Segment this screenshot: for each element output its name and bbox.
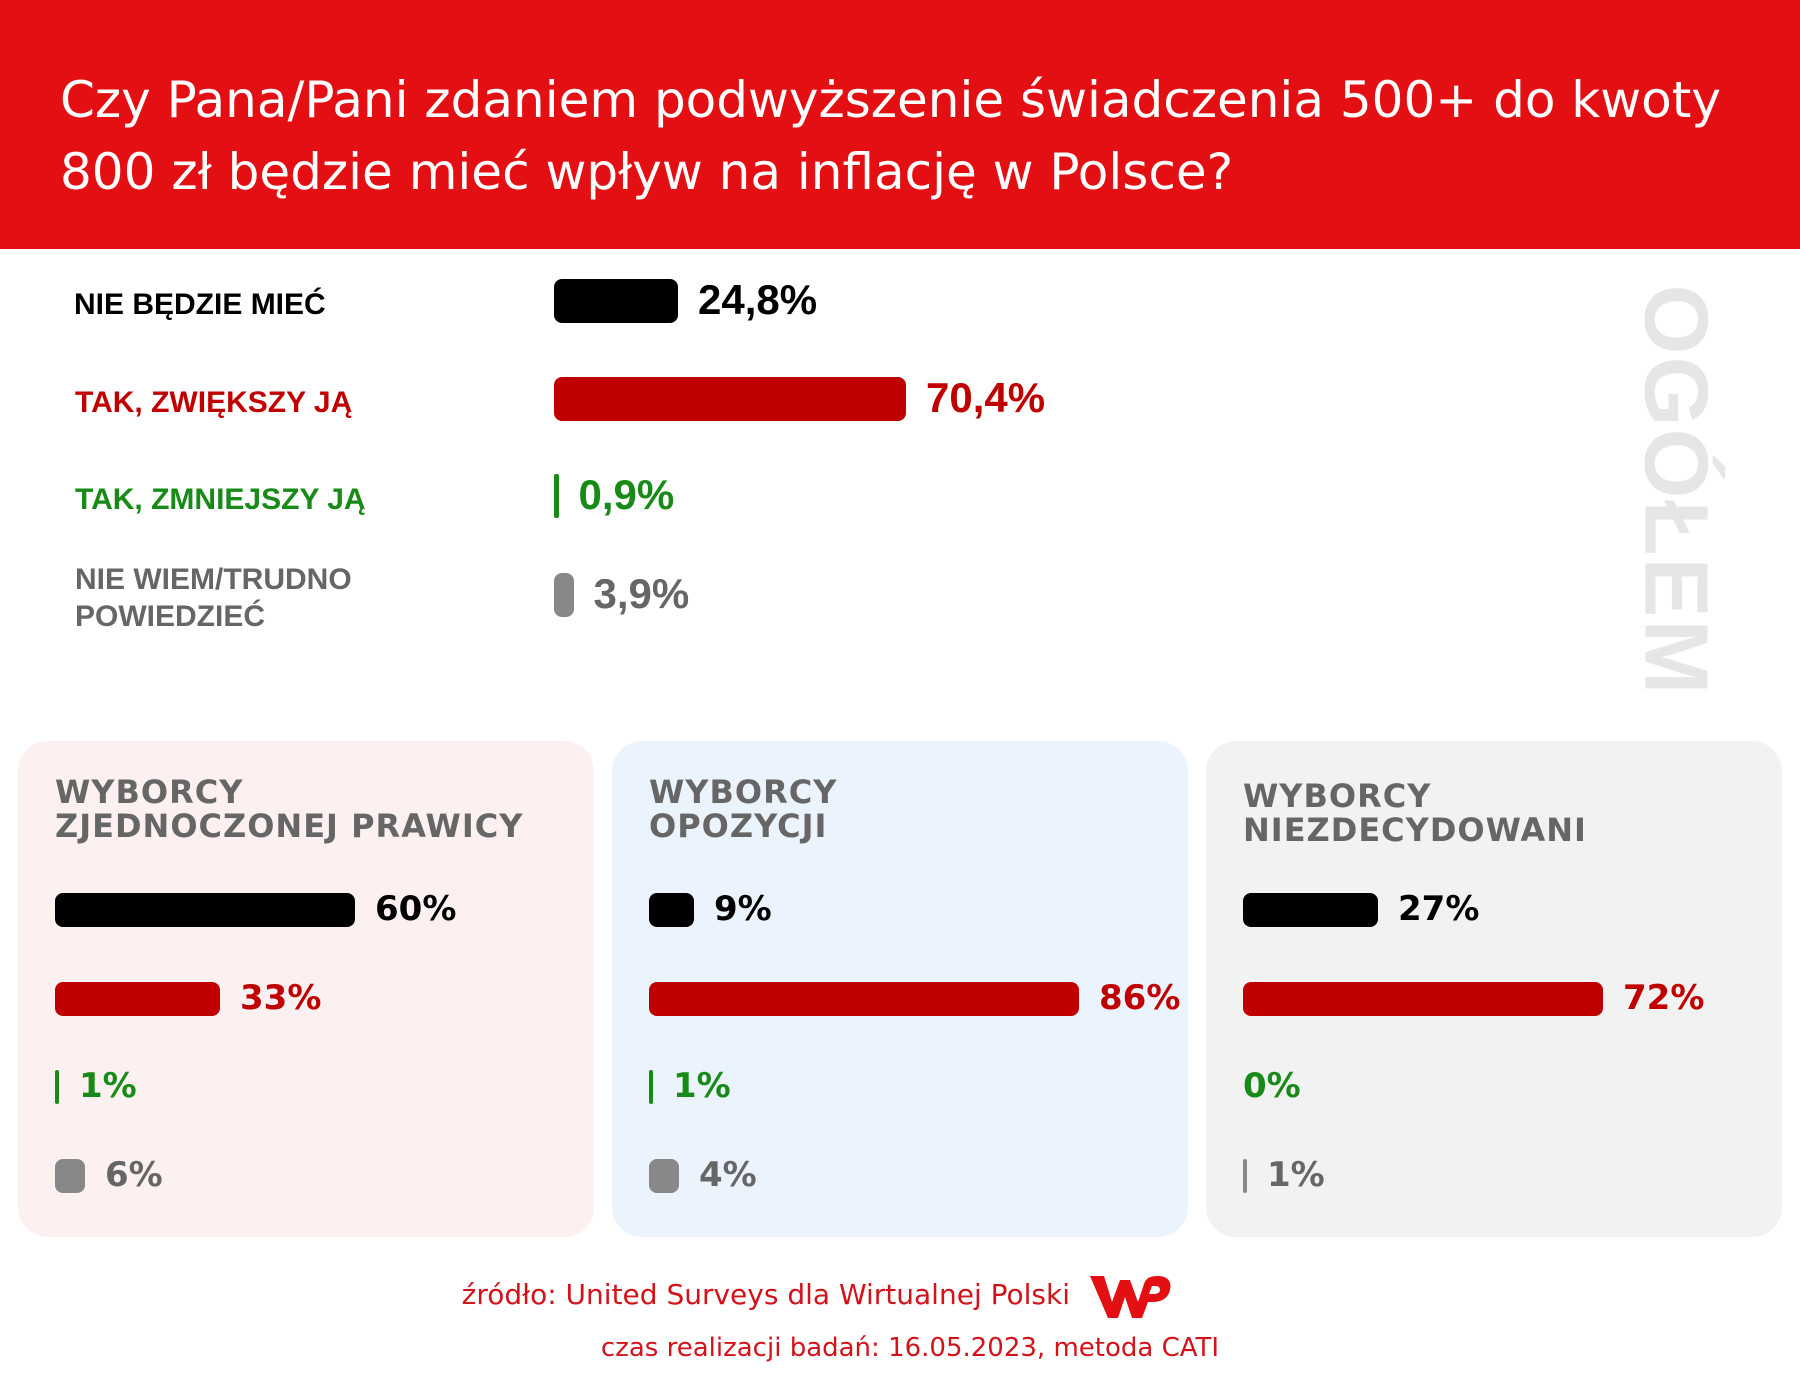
panel-2-value-label-2: 86% — [1099, 978, 1181, 1018]
panel-1-value-label-2: 33% — [240, 978, 322, 1018]
overall-category-label-4: NIE WIEM/TRUDNO POWIEDZIEĆ — [75, 563, 352, 633]
overall-category-label-2: TAK, ZWIĘKSZY JĄ — [75, 386, 353, 419]
footer-date: czas realizacji badań: 16.05.2023, metod… — [600, 1333, 1220, 1363]
panel-1-value-label-1: 60% — [375, 889, 457, 929]
overall-bar-2 — [554, 377, 906, 421]
overall-bar-3 — [554, 474, 559, 518]
panel-2-bar-1 — [649, 893, 694, 927]
overall-category-label-3: TAK, ZMNIEJSZY JĄ — [75, 483, 366, 516]
panel-title-opozycja: WYBORCY OPOZYCJI — [649, 773, 838, 845]
panel-1-bar-2 — [55, 982, 220, 1016]
overall-value-label-3: 0,9% — [578, 471, 675, 518]
panel-1-bar-1 — [55, 893, 355, 927]
panel-3-value-label-1: 27% — [1398, 889, 1480, 929]
overall-value-label-4: 3,9% — [593, 570, 690, 617]
panel-1-bar-3 — [55, 1070, 59, 1104]
overall-bar-4 — [554, 573, 574, 617]
panel-3-value-label-4: 1% — [1267, 1155, 1325, 1195]
panel-3-bar-2 — [1243, 982, 1603, 1016]
overall-bar-1 — [554, 279, 678, 323]
overall-value-label-1: 24,8% — [698, 276, 818, 323]
overall-side-label: OGÓŁEM — [1626, 284, 1726, 696]
panel-3-bar-1 — [1243, 893, 1378, 927]
panel-2-value-label-4: 4% — [699, 1155, 757, 1195]
overall-category-label-1: NIE BĘDZIE MIEĆ — [74, 288, 326, 321]
panel-2-bar-4 — [649, 1159, 679, 1193]
chart-title: Czy Pana/Pani zdaniem podwyższenie świad… — [60, 71, 1721, 201]
overall-value-label-2: 70,4% — [926, 374, 1046, 421]
panel-3-value-label-3: 0% — [1243, 1066, 1301, 1106]
wp-logo — [1090, 1276, 1171, 1318]
overall-chart: NIE BĘDZIE MIEĆ 24,8% TAK, ZWIĘKSZY JĄ 70,4… — [0, 249, 1800, 729]
panel-1-value-label-4: 6% — [105, 1155, 163, 1195]
footer-source: źródło: United Surveys dla Wirtualnej Po… — [461, 1278, 1070, 1311]
panel-niezdecydowani: WYBORCY NIEZDECYDOWANI 27% 72% 0% 1% — [1206, 741, 1782, 1237]
panel-title-niezdecydowani: WYBORCY NIEZDECYDOWANI — [1243, 777, 1587, 849]
panel-3-bar-4 — [1243, 1159, 1247, 1193]
panel-zjednoczona-prawica: WYBORCY ZJEDNOCZONEJ PRAWICY 60% 33% 1% 6% — [18, 741, 594, 1237]
panel-2-value-label-1: 9% — [714, 889, 772, 929]
header-banner: Czy Pana/Pani zdaniem podwyższenie świad… — [0, 0, 1800, 249]
panel-1-value-label-3: 1% — [79, 1066, 137, 1106]
panel-2-bar-2 — [649, 982, 1079, 1016]
panel-1-bar-4 — [55, 1159, 85, 1193]
overall-side-label-text: OGÓŁEM — [1625, 284, 1726, 696]
panel-2-bar-3 — [649, 1070, 653, 1104]
panel-2-value-label-3: 1% — [673, 1066, 731, 1106]
panel-3-value-label-2: 72% — [1623, 978, 1705, 1018]
panel-title-zjednoczona-prawica: WYBORCY ZJEDNOCZONEJ PRAWICY — [55, 773, 524, 845]
panel-opozycja: WYBORCY OPOZYCJI 9% 86% 1% 4% — [612, 741, 1188, 1237]
